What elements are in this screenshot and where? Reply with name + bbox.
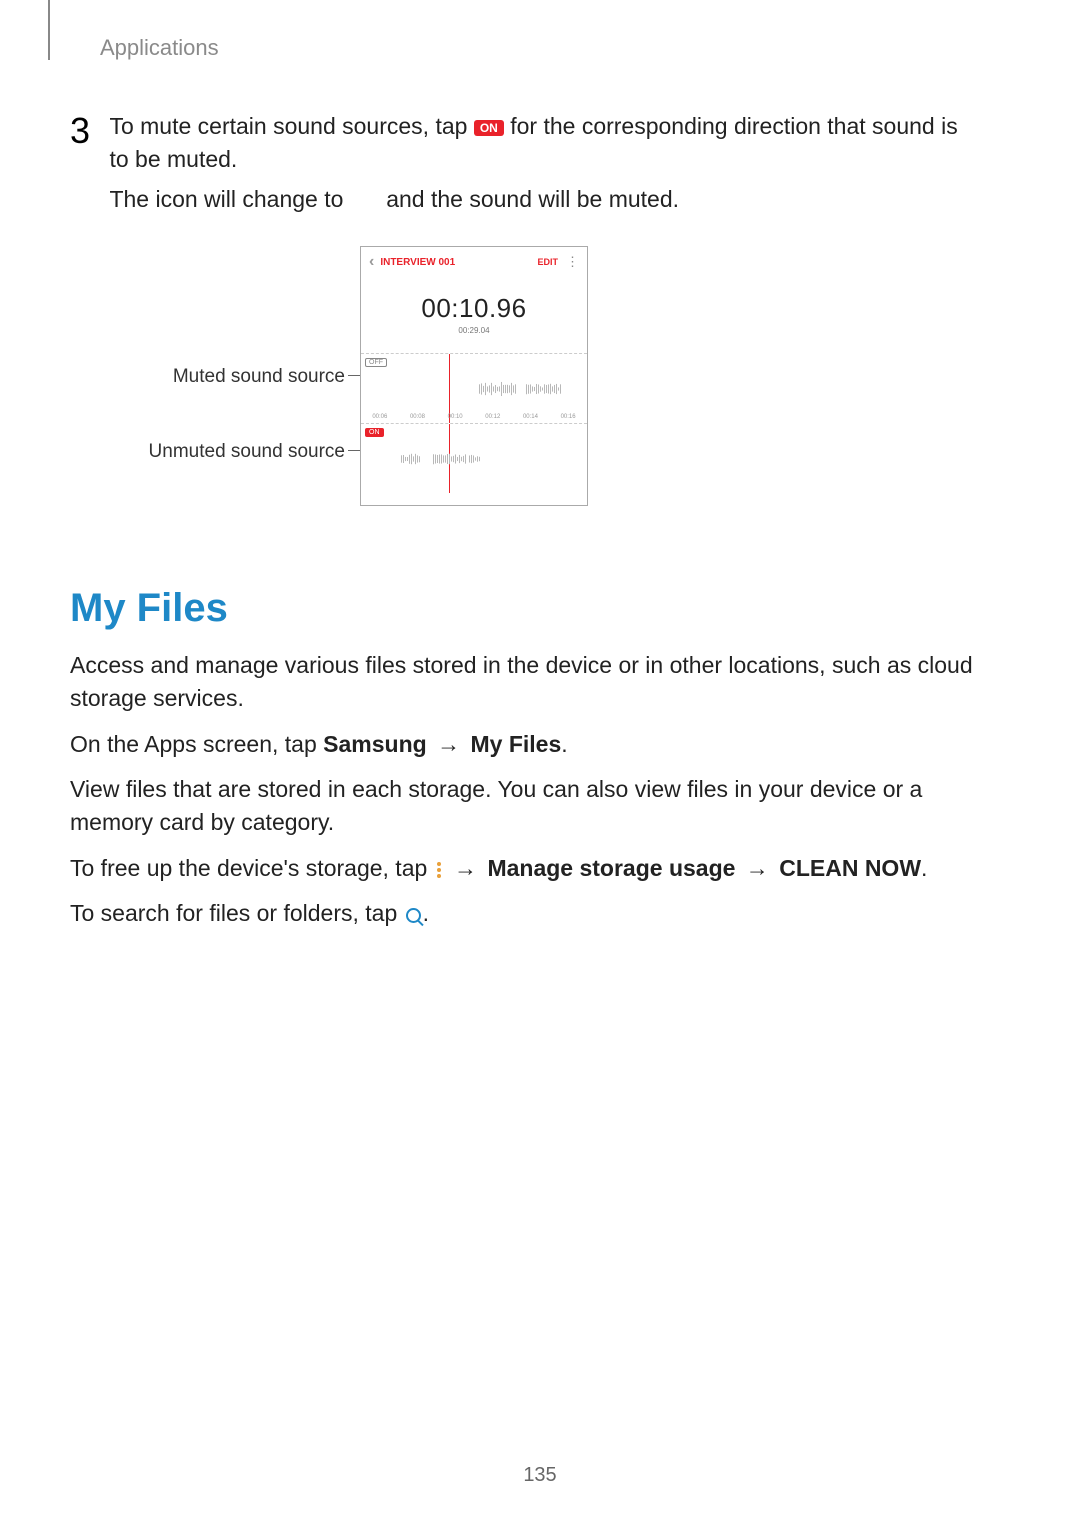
more-menu-icon[interactable]: ⋮ (566, 259, 579, 264)
p5-a: To search for files or folders, tap (70, 900, 404, 926)
page-edge (48, 0, 50, 60)
page-number: 135 (0, 1464, 1080, 1487)
header-breadcrumb: Applications (100, 35, 219, 61)
on-chip-icon: ON (474, 120, 504, 136)
more-dots-icon (434, 860, 444, 880)
time-ticks: 00:06 00:08 00:10 00:12 00:14 00:16 (361, 414, 587, 420)
step-number: 3 (70, 110, 105, 152)
track-muted: OFF (361, 353, 587, 423)
tick: 00:16 (561, 414, 576, 420)
p5-b: . (423, 900, 429, 926)
p5: To search for files or folders, tap . (70, 897, 1010, 930)
step-text: To mute certain sound sources, tap ON fo… (109, 110, 959, 216)
step-block: 3 To mute certain sound sources, tap ON … (70, 110, 1010, 216)
step-line2-before: The icon will change to (109, 186, 349, 212)
step-line2: The icon will change to and the sound wi… (109, 183, 959, 216)
step-line2-after: and the sound will be muted. (386, 186, 679, 212)
p4: To free up the device's storage, tap → M… (70, 852, 1010, 885)
p4-d: . (921, 855, 927, 881)
search-icon (406, 908, 421, 923)
waveform-muted (361, 372, 587, 406)
p2-c: My Files (470, 731, 561, 757)
p4-c: CLEAN NOW (779, 855, 921, 881)
p2-a: On the Apps screen, tap (70, 731, 323, 757)
tick: 00:08 (410, 414, 425, 420)
page-content: 3 To mute certain sound sources, tap ON … (70, 110, 1010, 930)
p3: View files that are stored in each stora… (70, 773, 1010, 840)
diagram-area: Muted sound source Unmuted sound source … (70, 246, 1010, 526)
waveform-unmuted (361, 442, 587, 476)
step-text-before: To mute certain sound sources, tap (109, 113, 473, 139)
arrow-icon: → (444, 855, 488, 881)
p4-b: Manage storage usage (487, 855, 735, 881)
edit-button[interactable]: EDIT (537, 257, 558, 267)
p1: Access and manage various files stored i… (70, 649, 1010, 716)
p2-d: . (561, 731, 567, 757)
p2-b: Samsung (323, 731, 427, 757)
device-screenshot: ‹ INTERVIEW 001 EDIT ⋮ 00:10.96 00:29.04… (360, 246, 588, 506)
shot-header: ‹ INTERVIEW 001 EDIT ⋮ (361, 247, 587, 277)
p4-a: To free up the device's storage, tap (70, 855, 434, 881)
back-icon[interactable]: ‹ (369, 253, 374, 271)
shot-title: INTERVIEW 001 (380, 257, 537, 268)
tick: 00:10 (448, 414, 463, 420)
timer-total: 00:29.04 (361, 326, 587, 335)
arrow-icon: → (427, 731, 471, 757)
callout-muted: Muted sound source (130, 366, 345, 388)
off-chip-icon[interactable]: OFF (365, 358, 387, 367)
track-unmuted: 00:06 00:08 00:10 00:12 00:14 00:16 ON (361, 423, 587, 493)
timer-main: 00:10.96 (361, 293, 587, 324)
tick: 00:12 (485, 414, 500, 420)
arrow-icon: → (735, 855, 779, 881)
section-title: My Files (70, 586, 1010, 631)
p2: On the Apps screen, tap Samsung → My Fil… (70, 728, 1010, 761)
on-chip-small-icon[interactable]: ON (365, 428, 384, 437)
tick: 00:06 (372, 414, 387, 420)
tick: 00:14 (523, 414, 538, 420)
callout-unmuted: Unmuted sound source (130, 441, 345, 463)
